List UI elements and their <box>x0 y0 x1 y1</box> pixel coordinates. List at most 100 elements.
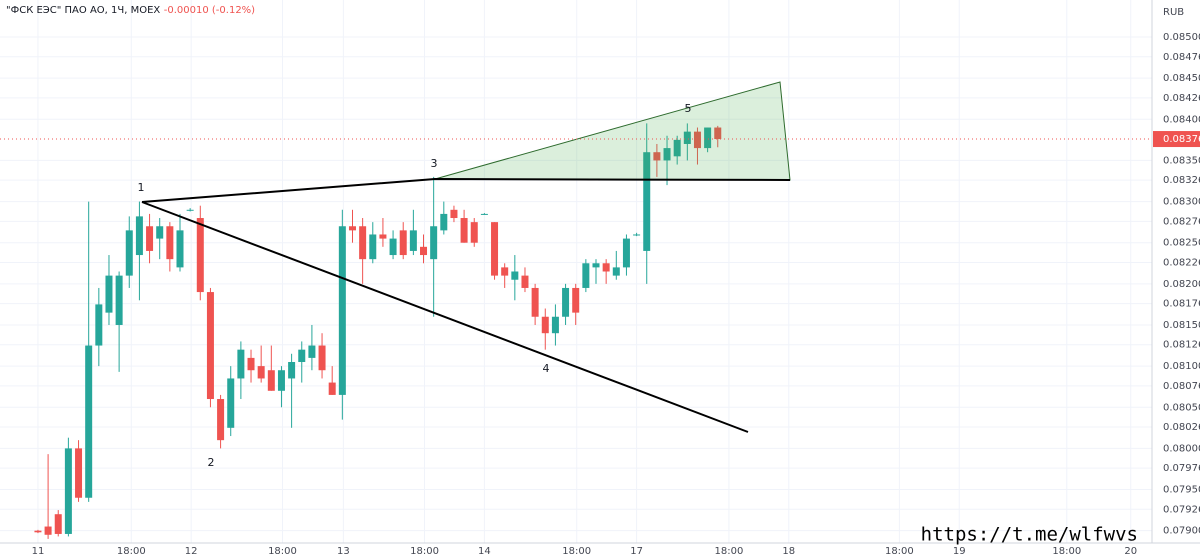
candle-body <box>521 275 529 288</box>
candle-body <box>146 226 154 251</box>
candle-body <box>612 267 620 276</box>
candle-body <box>359 226 367 260</box>
candle-body <box>389 238 397 256</box>
candle-body <box>399 230 407 256</box>
candle-body <box>420 246 428 256</box>
candle-body <box>531 287 539 317</box>
candle-body <box>663 148 671 161</box>
candle-body <box>348 226 356 231</box>
last-price-box <box>1153 131 1200 148</box>
y-tick-label: 0.08276 <box>1163 216 1200 227</box>
candle-body <box>125 230 133 276</box>
candle-body <box>470 222 478 243</box>
candle-body <box>257 366 265 379</box>
x-tick-label: 18:00 <box>885 546 914 557</box>
candle-body <box>186 209 194 211</box>
wave-drawing: 1 2 3 4 5 <box>138 81 791 469</box>
wedge-area <box>434 81 791 181</box>
candle-body <box>328 382 336 395</box>
candle-body <box>176 230 184 268</box>
candle-body <box>196 218 204 293</box>
x-tick-label: 18:00 <box>1052 546 1081 557</box>
y-tick-label: 0.08126 <box>1163 340 1200 351</box>
candles <box>34 123 722 539</box>
candle-body <box>501 267 509 276</box>
candle-body <box>318 345 326 371</box>
wave-label: 2 <box>208 456 215 469</box>
y-tick-label: 0.08226 <box>1163 257 1200 268</box>
candle-body <box>430 226 438 260</box>
y-tick-label: 0.07926 <box>1163 504 1200 515</box>
candle-body <box>338 226 346 395</box>
candle-body <box>440 213 448 231</box>
candle-body <box>247 357 255 371</box>
candle-body <box>643 152 651 251</box>
y-tick-label: 0.08476 <box>1163 52 1200 63</box>
candle-body <box>551 316 559 334</box>
x-tick-label: 14 <box>478 546 491 557</box>
candle-body <box>206 292 214 400</box>
wave-label: 3 <box>431 157 438 170</box>
wave-label: 5 <box>685 102 692 115</box>
candle-body <box>135 216 143 256</box>
candle-body <box>683 131 691 144</box>
candle-body <box>115 275 123 325</box>
candle-body <box>511 271 519 280</box>
lower-trendline <box>141 201 749 433</box>
watermark: https://t.me/wlfwvs <box>921 524 1138 546</box>
x-tick-label: 18:00 <box>268 546 297 557</box>
y-tick-label: 0.08326 <box>1163 175 1200 186</box>
candle-body <box>622 238 630 268</box>
price-change: -0.00010 (-0.12%) <box>164 5 255 16</box>
last-price-label: 0.08376 <box>1163 134 1200 145</box>
candle-body <box>693 131 701 149</box>
x-tick-label: 11 <box>32 546 45 557</box>
candle-body <box>572 287 580 313</box>
y-tick-label: 0.08076 <box>1163 381 1200 392</box>
y-tick-label: 0.08026 <box>1163 422 1200 433</box>
y-tick-label: 0.07976 <box>1163 463 1200 474</box>
candle-body <box>75 448 83 498</box>
candle-body <box>64 448 72 534</box>
x-tick-label: 17 <box>630 546 643 557</box>
candle-body <box>166 226 174 260</box>
candle-body <box>653 152 661 161</box>
candle-body <box>54 514 62 534</box>
x-tick-label: 20 <box>1124 546 1137 557</box>
x-tick-label: 18:00 <box>117 546 146 557</box>
candle-body <box>95 304 103 346</box>
x-tick-label: 19 <box>953 546 966 557</box>
wave-label: 1 <box>138 181 145 194</box>
candle-body <box>714 127 722 140</box>
candle-body <box>673 139 681 157</box>
candle-body <box>460 218 468 243</box>
x-tick-label: 12 <box>185 546 198 557</box>
candle-body <box>156 226 164 239</box>
x-tick-label: 13 <box>337 546 350 557</box>
header: "ФСК ЕЭС" ПАО АО, 1Ч, MOEX -0.00010 (-0.1… <box>6 5 255 16</box>
upper-trendline <box>141 177 791 203</box>
candle-body <box>541 316 549 334</box>
candle-body <box>602 263 610 272</box>
candle-body <box>267 370 275 391</box>
candle-body <box>562 287 570 317</box>
candle-body <box>491 222 499 276</box>
candle-body <box>227 378 235 428</box>
x-tick-label: 18:00 <box>715 546 744 557</box>
candle-body <box>34 530 42 533</box>
candle-body <box>450 209 458 219</box>
candle-body <box>369 234 377 260</box>
x-tick-label: 18 <box>782 546 795 557</box>
candle-body <box>298 349 306 362</box>
candle-body <box>379 234 387 239</box>
